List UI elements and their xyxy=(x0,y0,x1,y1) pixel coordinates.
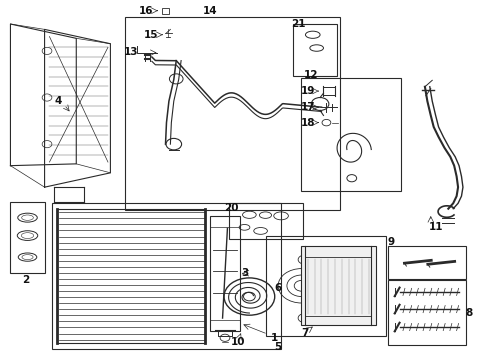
Text: 15: 15 xyxy=(143,30,158,40)
Text: 20: 20 xyxy=(224,203,239,213)
Text: 4: 4 xyxy=(55,96,62,106)
Text: 11: 11 xyxy=(427,222,442,231)
Text: 9: 9 xyxy=(386,237,393,247)
Text: 7: 7 xyxy=(300,328,307,338)
Text: 8: 8 xyxy=(464,308,471,318)
Bar xyxy=(228,203,303,239)
Text: 19: 19 xyxy=(300,86,314,96)
Bar xyxy=(387,280,466,345)
Bar xyxy=(57,209,205,343)
Bar xyxy=(293,24,336,76)
Bar xyxy=(161,8,169,14)
Text: 12: 12 xyxy=(303,70,317,80)
Bar xyxy=(210,216,239,330)
Text: 14: 14 xyxy=(203,6,217,16)
Text: 21: 21 xyxy=(291,19,305,29)
Bar xyxy=(125,17,339,211)
Bar xyxy=(300,78,400,191)
Text: 16: 16 xyxy=(139,6,153,16)
Bar xyxy=(387,246,466,279)
Bar xyxy=(52,203,281,348)
Bar xyxy=(10,202,44,273)
Text: 1: 1 xyxy=(270,333,277,343)
Bar xyxy=(266,235,385,336)
Text: 6: 6 xyxy=(273,283,281,293)
Text: 5: 5 xyxy=(273,342,281,352)
Text: 13: 13 xyxy=(124,46,138,57)
Text: 2: 2 xyxy=(22,275,30,285)
Text: 10: 10 xyxy=(230,337,245,347)
Text: 3: 3 xyxy=(241,268,247,278)
Text: 17: 17 xyxy=(300,102,315,112)
Text: 18: 18 xyxy=(300,118,314,128)
Bar xyxy=(300,246,375,325)
